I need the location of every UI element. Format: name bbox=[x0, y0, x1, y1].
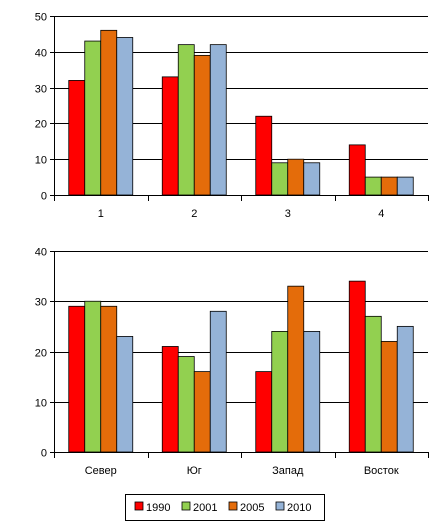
y-tick-label-4: 40 bbox=[35, 247, 47, 259]
bar-2010-3 bbox=[303, 162, 321, 196]
x-tick-label-3: Запад bbox=[272, 465, 304, 477]
bar-2001-2 bbox=[177, 356, 195, 453]
y-tick-label-1: 10 bbox=[35, 155, 47, 167]
bar-1990-1 bbox=[68, 80, 86, 196]
legend-label-2005: 2005 bbox=[240, 502, 264, 514]
x-tick-label-4: 4 bbox=[378, 208, 384, 220]
y-tick-label-4: 40 bbox=[35, 48, 47, 60]
bar-2010-3 bbox=[303, 330, 321, 453]
legend-swatch-2010 bbox=[275, 501, 285, 511]
y-tick-label-1: 10 bbox=[35, 398, 47, 410]
legend-box bbox=[125, 494, 325, 521]
bar-2010-4 bbox=[396, 176, 414, 196]
legend-swatch-2005 bbox=[228, 501, 238, 511]
y-tick-label-3: 30 bbox=[35, 84, 47, 96]
x-tick-label-1: 1 bbox=[98, 208, 104, 220]
chart-bottom: 0 10 20 30 40 Север Юг Запад Восток bbox=[35, 247, 429, 477]
bar-2005-3 bbox=[287, 158, 305, 196]
bar-2010-4 bbox=[396, 325, 414, 453]
legend-swatch-1990 bbox=[134, 501, 144, 511]
y-tick-label-2: 20 bbox=[35, 348, 47, 360]
chart-top: 0 10 20 30 40 50 1 2 3 4 bbox=[35, 12, 429, 220]
legend-swatch-2001 bbox=[181, 501, 191, 511]
bar-2005-1 bbox=[100, 305, 118, 453]
y-tick-label-0: 0 bbox=[41, 448, 47, 460]
legend-label-2010: 2010 bbox=[287, 502, 311, 514]
bar-2001-1 bbox=[84, 300, 102, 453]
bar-2010-2 bbox=[209, 44, 227, 196]
bar-2005-2 bbox=[193, 371, 211, 453]
y-tick-label-3: 30 bbox=[35, 297, 47, 309]
bar-2001-1 bbox=[84, 40, 102, 196]
bar-1990-4 bbox=[348, 280, 366, 453]
bar-2005-2 bbox=[193, 54, 211, 196]
bar-1990-3 bbox=[255, 115, 273, 196]
x-tick-label-2: 2 bbox=[191, 208, 197, 220]
legend-label-2001: 2001 bbox=[193, 502, 217, 514]
x-tick-label-2: Юг bbox=[187, 465, 202, 477]
bar-2005-3 bbox=[287, 285, 305, 453]
bar-1990-4 bbox=[348, 144, 366, 196]
bar-1990-3 bbox=[255, 371, 273, 453]
y-tick-label-5: 50 bbox=[35, 12, 47, 24]
bar-2001-4 bbox=[364, 315, 382, 453]
bar-1990-1 bbox=[68, 305, 86, 453]
bar-2001-3 bbox=[271, 330, 289, 453]
bar-2001-3 bbox=[271, 162, 289, 196]
x-tick-label-4: Восток bbox=[364, 465, 399, 477]
bar-2010-1 bbox=[116, 37, 134, 196]
bar-2010-2 bbox=[209, 310, 227, 453]
bar-1990-2 bbox=[161, 346, 179, 453]
bar-2010-1 bbox=[116, 336, 134, 453]
bar-2005-4 bbox=[380, 341, 398, 453]
y-tick-label-0: 0 bbox=[41, 191, 47, 203]
y-tick-label-2: 20 bbox=[35, 119, 47, 131]
legend-label-1990: 1990 bbox=[146, 502, 170, 514]
x-tick-label-3: 3 bbox=[285, 208, 291, 220]
bar-2005-4 bbox=[380, 176, 398, 196]
x-tick-label-1: Север bbox=[85, 465, 117, 477]
bar-2001-4 bbox=[364, 176, 382, 196]
bar-2005-1 bbox=[100, 29, 118, 196]
bar-2001-2 bbox=[177, 44, 195, 196]
legend: 1990 2001 2005 2010 bbox=[125, 494, 325, 521]
bar-1990-2 bbox=[161, 76, 179, 196]
